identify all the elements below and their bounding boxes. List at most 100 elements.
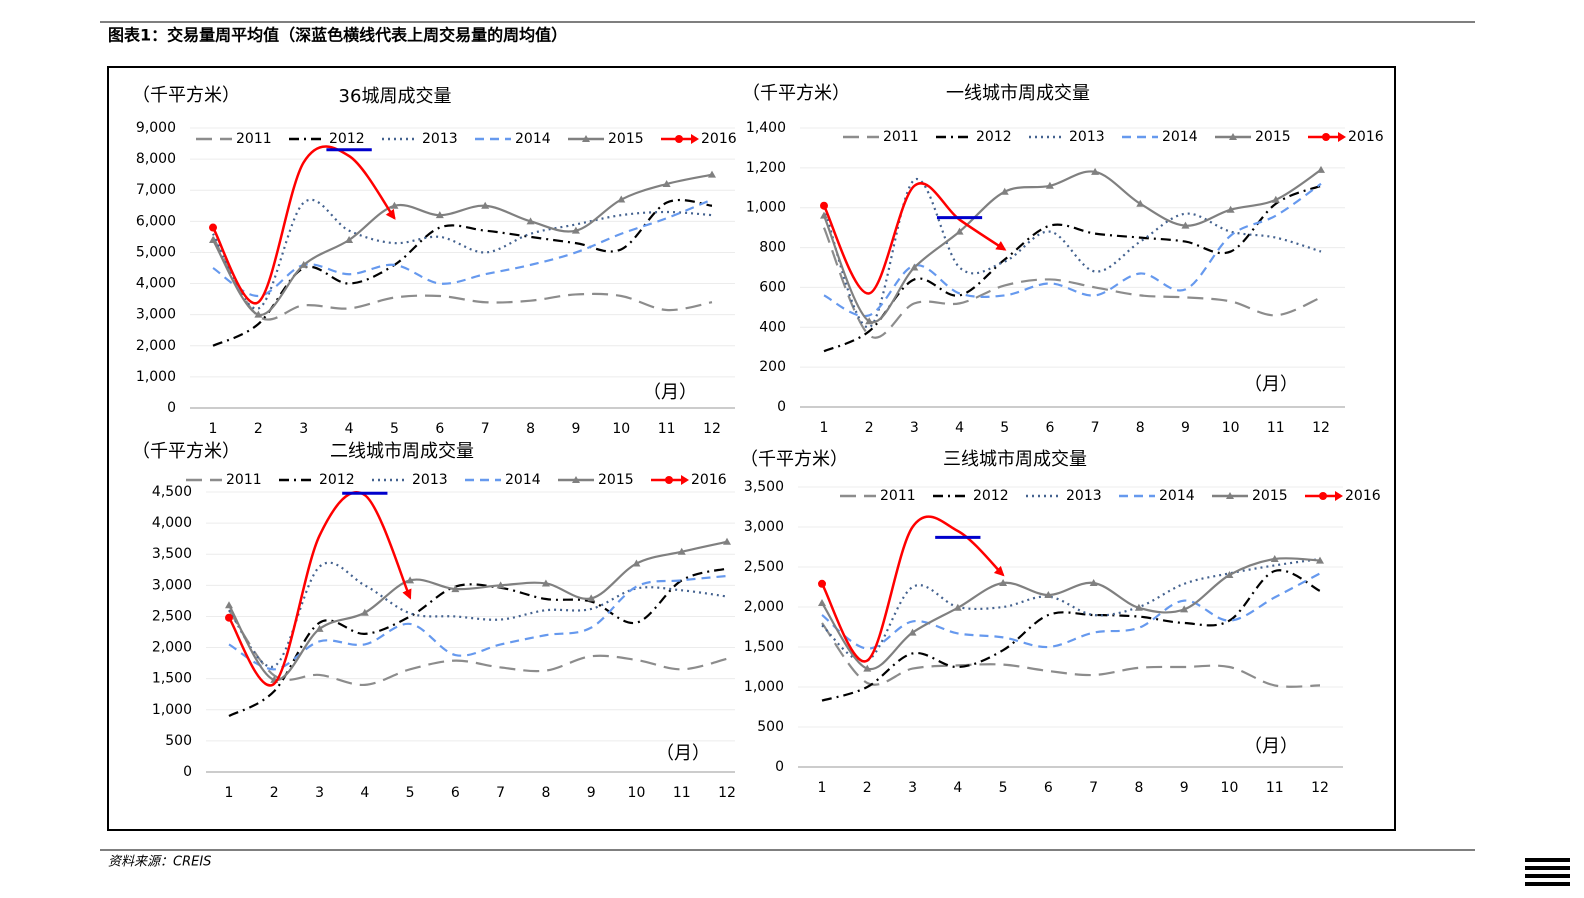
y-tick-label: 4,500 (152, 484, 192, 500)
x-tick-label: 5 (406, 785, 415, 801)
x-tick-label: 1 (209, 421, 218, 437)
point-marker (617, 195, 626, 203)
legend-marker (681, 475, 689, 485)
series-line (212, 198, 713, 298)
series-line (212, 173, 713, 316)
y-tick-label: 6,000 (136, 213, 176, 229)
x-tick-label: 3 (315, 785, 324, 801)
x-tick-label: 8 (1134, 780, 1143, 796)
series-line (821, 557, 1321, 663)
chart: 一线城市周成交量 （千平方米） （月） 0 200 400 600 800 1,000 1,200… (742, 83, 1384, 436)
legend-label: 2012 (319, 472, 355, 488)
x-tick-label: 12 (1311, 780, 1329, 796)
point-marker (360, 608, 369, 616)
series-line (822, 182, 1007, 295)
x-tick-label: 2 (865, 420, 874, 436)
point-marker (863, 664, 872, 672)
point-marker (632, 559, 641, 567)
point-marker (1270, 555, 1279, 562)
point-marker (1180, 605, 1189, 613)
x-tick-label: 3 (910, 420, 919, 436)
chart: 36城周成交量 （千平方米） （月） 0 1,000 2,000 3,000 4,000 5,0… (132, 85, 737, 437)
x-tick-label: 10 (1222, 420, 1240, 436)
point-marker (526, 217, 535, 225)
legend-label: 2013 (422, 131, 458, 147)
header-title: 图表1：交易量周平均值（深蓝色横线代表上周交易量的周均值） (108, 26, 567, 45)
legend-label: 2015 (608, 131, 644, 147)
legend-marker (1226, 492, 1234, 499)
x-tick-label: 5 (999, 780, 1008, 796)
point-marker (496, 581, 505, 589)
point-marker (390, 201, 399, 209)
point-marker (1091, 167, 1100, 175)
point-marker (541, 579, 550, 587)
y-tick-label: 500 (165, 733, 192, 749)
legend-label: 2011 (880, 488, 916, 504)
point-marker (820, 201, 828, 210)
point-marker (910, 263, 919, 271)
chart-title: 二线城市周成交量 (330, 441, 474, 462)
x-tick-label: 8 (1136, 420, 1145, 436)
y-tick-label: 1,400 (746, 120, 786, 136)
point-marker (1316, 556, 1324, 564)
x-tick-label: 10 (612, 421, 630, 437)
y-tick-label: 3,500 (744, 479, 784, 495)
series-line (212, 236, 713, 321)
point-marker (587, 594, 596, 602)
unit-label: （千平方米） (742, 83, 850, 104)
y-tick-label: 1,500 (152, 671, 192, 687)
y-tick-label: 4,000 (152, 515, 192, 531)
point-marker (435, 211, 444, 219)
y-tick-label: 2,500 (744, 559, 784, 575)
y-tick-label: 3,000 (136, 307, 176, 323)
y-tick-label: 400 (759, 319, 786, 335)
legend-marker (1335, 491, 1343, 501)
point-marker (1225, 571, 1234, 578)
y-tick-label: 3,000 (744, 519, 784, 535)
y-tick-label: 3,000 (152, 577, 192, 593)
series-line (212, 198, 713, 310)
y-tick-label: 800 (759, 240, 786, 256)
y-tick-label: 7,000 (136, 182, 176, 198)
x-tick-label: 6 (1045, 420, 1054, 436)
x-tick-label: 2 (863, 780, 872, 796)
y-tick-label: 200 (759, 359, 786, 375)
y-tick-label: 0 (777, 399, 786, 415)
point-marker (818, 599, 826, 606)
point-marker (818, 579, 826, 588)
point-marker (315, 624, 324, 632)
x-tick-label: 7 (1091, 420, 1100, 436)
point-marker (1134, 603, 1143, 611)
legend-label: 2016 (1348, 129, 1384, 145)
legend-marker (675, 135, 683, 143)
point-marker (723, 537, 731, 545)
series-line (822, 178, 1322, 329)
y-tick-label: 5,000 (136, 244, 176, 260)
legend-label: 2015 (1255, 129, 1291, 145)
x-tick-label: 1 (820, 420, 829, 436)
legend-label: 2014 (515, 131, 551, 147)
x-tick-label: 4 (360, 785, 369, 801)
x-axis-label: （月） (643, 382, 697, 403)
series-line (821, 572, 1321, 650)
x-tick-label: 6 (451, 785, 460, 801)
chart: 二线城市周成交量 （千平方米） （月） 0 500 1,000 1,500 2,000 2,50… (132, 441, 736, 801)
series-line (227, 491, 412, 687)
x-tick-label: 8 (541, 785, 550, 801)
y-tick-label: 2,000 (744, 599, 784, 615)
x-tick-label: 11 (658, 421, 676, 437)
y-tick-label: 0 (775, 759, 784, 775)
legend-label: 2015 (1252, 488, 1288, 504)
x-tick-label: 12 (718, 785, 736, 801)
legend-label: 2011 (226, 472, 262, 488)
point-marker (451, 585, 460, 593)
y-tick-label: 1,000 (136, 369, 176, 385)
point-marker (209, 236, 217, 243)
logo (1525, 858, 1570, 886)
legend-label: 2013 (412, 472, 448, 488)
point-marker (345, 236, 354, 243)
legend-label: 2013 (1069, 129, 1105, 145)
legend-label: 2014 (1159, 488, 1195, 504)
legend-label: 2014 (505, 472, 541, 488)
y-tick-label: 3,500 (152, 546, 192, 562)
